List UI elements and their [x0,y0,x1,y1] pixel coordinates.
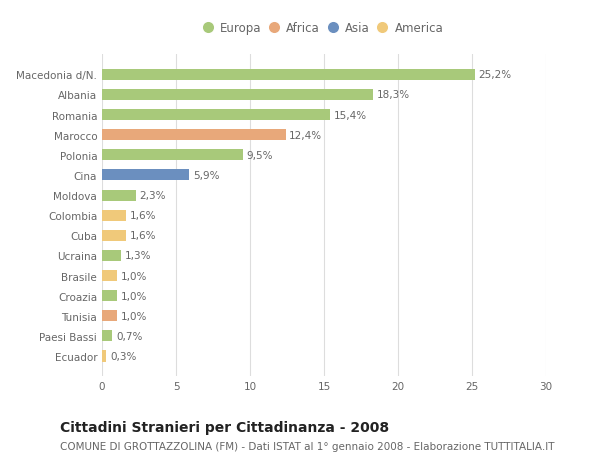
Bar [102,70,475,81]
Text: 0,7%: 0,7% [116,331,142,341]
Text: COMUNE DI GROTTAZZOLINA (FM) - Dati ISTAT al 1° gennaio 2008 - Elaborazione TUTT: COMUNE DI GROTTAZZOLINA (FM) - Dati ISTA… [60,441,554,451]
Text: 1,0%: 1,0% [121,291,147,301]
Bar [102,270,117,281]
Text: 18,3%: 18,3% [377,90,410,100]
Bar [102,110,330,121]
Text: 12,4%: 12,4% [289,130,322,140]
Bar [102,250,121,262]
Text: 0,3%: 0,3% [110,351,137,361]
Bar [102,150,242,161]
Bar [102,210,125,221]
Legend: Europa, Africa, Asia, America: Europa, Africa, Asia, America [205,22,443,35]
Bar [102,130,286,141]
Text: 1,3%: 1,3% [125,251,151,261]
Text: 1,0%: 1,0% [121,271,147,281]
Text: 2,3%: 2,3% [140,190,166,201]
Text: 1,6%: 1,6% [130,211,156,221]
Text: 9,5%: 9,5% [247,151,273,161]
Text: 25,2%: 25,2% [479,70,512,80]
Bar [102,311,117,322]
Text: 1,0%: 1,0% [121,311,147,321]
Bar [102,230,125,241]
Text: 5,9%: 5,9% [193,171,220,180]
Text: 1,6%: 1,6% [130,231,156,241]
Bar [102,330,112,341]
Bar [102,170,190,181]
Bar [102,351,106,362]
Bar [102,190,136,201]
Text: Cittadini Stranieri per Cittadinanza - 2008: Cittadini Stranieri per Cittadinanza - 2… [60,420,389,434]
Bar [102,90,373,101]
Text: 15,4%: 15,4% [334,110,367,120]
Bar [102,291,117,302]
